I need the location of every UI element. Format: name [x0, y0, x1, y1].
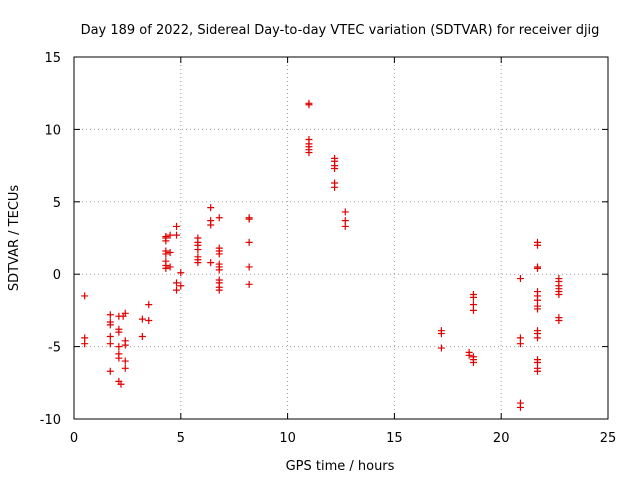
- x-tick-label: 0: [70, 431, 78, 446]
- data-point: [534, 367, 542, 375]
- data-point: [121, 357, 129, 365]
- data-point: [145, 317, 153, 325]
- data-point: [106, 321, 114, 329]
- data-point: [245, 263, 253, 271]
- data-point: [516, 340, 524, 348]
- data-point: [138, 315, 146, 323]
- data-point: [166, 231, 174, 239]
- data-point: [341, 222, 349, 230]
- data-point: [305, 149, 313, 157]
- data-point: [106, 311, 114, 319]
- data-point: [534, 241, 542, 249]
- data-point: [115, 328, 123, 336]
- data-point: [341, 208, 349, 216]
- data-point: [162, 264, 170, 272]
- data-point: [166, 263, 174, 271]
- y-tick-label: 10: [44, 123, 61, 138]
- y-tick-label: 5: [53, 196, 61, 211]
- x-tick-label: 20: [493, 431, 510, 446]
- data-point: [331, 183, 339, 191]
- data-point: [245, 215, 253, 223]
- data-point: [331, 164, 339, 172]
- x-tick-label: 15: [386, 431, 403, 446]
- data-point: [177, 269, 185, 277]
- chart-title: Day 189 of 2022, Sidereal Day-to-day VTE…: [81, 23, 600, 38]
- data-point: [173, 222, 181, 230]
- data-point: [162, 250, 170, 258]
- data-point: [469, 306, 477, 314]
- y-axis-ticks: -10 -5 0 5 10 15: [40, 51, 608, 428]
- grid-lines: [74, 57, 608, 419]
- data-point: [194, 259, 202, 267]
- data-point: [121, 364, 129, 372]
- data-point: [207, 204, 215, 212]
- data-point: [245, 280, 253, 288]
- data-point: [106, 340, 114, 348]
- data-point: [177, 282, 185, 290]
- data-point: [138, 332, 146, 340]
- data-point: [245, 238, 253, 246]
- data-point: [516, 275, 524, 283]
- x-tick-label: 10: [279, 431, 296, 446]
- data-point: [121, 309, 129, 317]
- data-point: [115, 343, 123, 351]
- data-point: [215, 266, 223, 274]
- data-point: [555, 290, 563, 298]
- data-point: [437, 330, 445, 338]
- data-point: [465, 351, 473, 359]
- y-tick-label: 15: [44, 51, 61, 66]
- data-point: [81, 340, 89, 348]
- data-point: [173, 286, 181, 294]
- data-point: [469, 293, 477, 301]
- data-point: [516, 403, 524, 411]
- data-point: [534, 305, 542, 313]
- data-point: [469, 359, 477, 367]
- data-point: [534, 264, 542, 272]
- data-point: [555, 317, 563, 325]
- y-tick-label: 0: [53, 268, 61, 283]
- plot-frame: [73, 56, 609, 420]
- y-axis-label: SDTVAR / TECUs: [7, 185, 22, 292]
- data-point: [162, 233, 170, 241]
- data-point: [173, 231, 181, 239]
- data-point: [173, 279, 181, 287]
- data-point: [115, 354, 123, 362]
- x-tick-label: 5: [177, 431, 185, 446]
- data-point: [145, 301, 153, 309]
- data-point: [215, 214, 223, 222]
- data-point: [106, 367, 114, 375]
- data-point: [215, 286, 223, 294]
- y-tick-label: -5: [48, 341, 61, 356]
- data-point: [215, 250, 223, 258]
- data-point: [81, 292, 89, 300]
- data-point: [437, 344, 445, 352]
- data-point: [194, 246, 202, 254]
- data-point: [117, 380, 125, 388]
- y-tick-label: -10: [40, 413, 61, 428]
- data-point: [207, 259, 215, 267]
- x-tick-label: 25: [600, 431, 617, 446]
- x-axis-label: GPS time / hours: [286, 459, 395, 474]
- x-axis-ticks: 0 5 10 15 20 25: [70, 57, 616, 446]
- data-point: [207, 221, 215, 229]
- data-point: [166, 248, 174, 256]
- data-point: [305, 101, 313, 109]
- data-point: [121, 341, 129, 349]
- data-point: [106, 332, 114, 340]
- data-point: [534, 334, 542, 342]
- data-points: [81, 99, 563, 411]
